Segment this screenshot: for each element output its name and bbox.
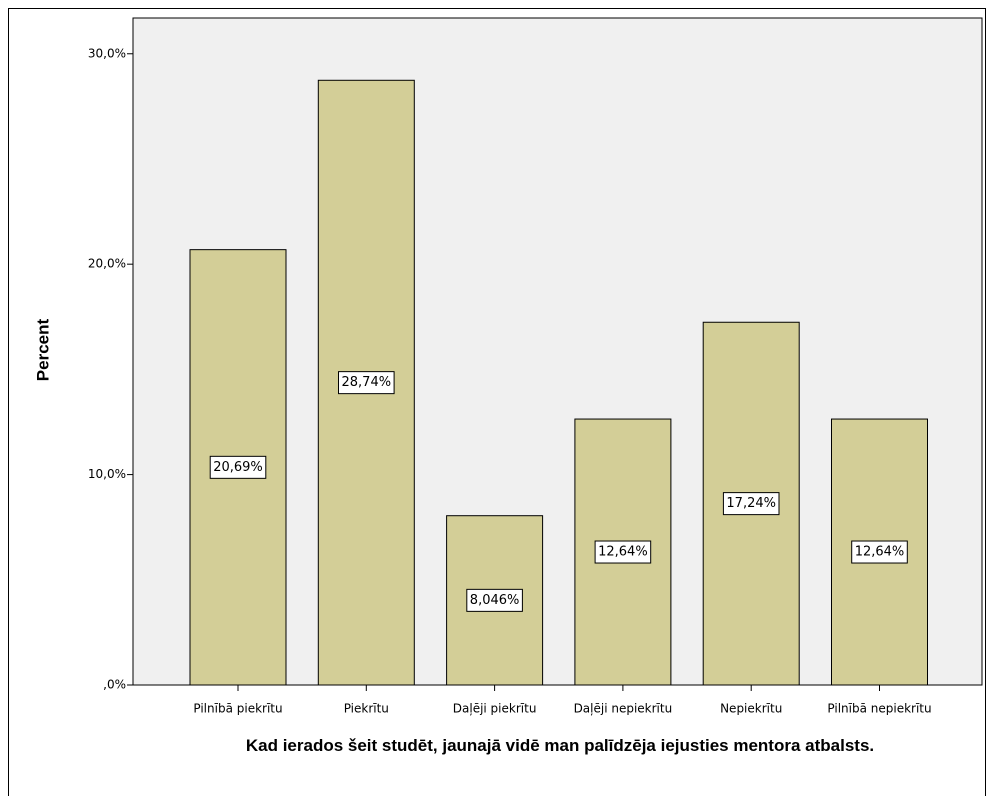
frame [8, 8, 986, 796]
value-label-box [594, 540, 652, 564]
value-label: 8,046% [470, 593, 520, 608]
value-label-box [722, 492, 780, 516]
y-axis-label: Percent [33, 318, 52, 381]
value-label: 17,24% [726, 496, 776, 511]
y-tick-label: 20,0% [88, 257, 126, 271]
value-label-box [466, 588, 523, 612]
value-label: 28,74% [342, 375, 392, 390]
y-tick-label: 30,0% [88, 46, 126, 60]
value-label-box [209, 455, 267, 479]
x-tick-label: Pilnībā nepiekrītu [827, 702, 931, 716]
x-tick-label: Daļēji nepiekrītu [574, 702, 673, 716]
value-label-box [851, 540, 908, 564]
x-tick-label: Nepiekrītu [720, 702, 782, 716]
x-tick-label: Daļēji piekrītu [453, 702, 537, 716]
y-tick-label: 10,0% [88, 467, 126, 481]
value-label: 12,64% [598, 545, 648, 560]
y-tick-label: ,0% [103, 678, 126, 692]
value-label: 12,64% [855, 545, 905, 560]
x-tick-label: Piekrītu [344, 702, 389, 716]
value-label-box [338, 371, 395, 395]
x-tick-label: Pilnībā piekrītu [193, 702, 282, 716]
x-axis-label: Kad ierados šeit studēt, jaunajā vidē ma… [245, 736, 875, 755]
value-label: 20,69% [213, 460, 263, 475]
